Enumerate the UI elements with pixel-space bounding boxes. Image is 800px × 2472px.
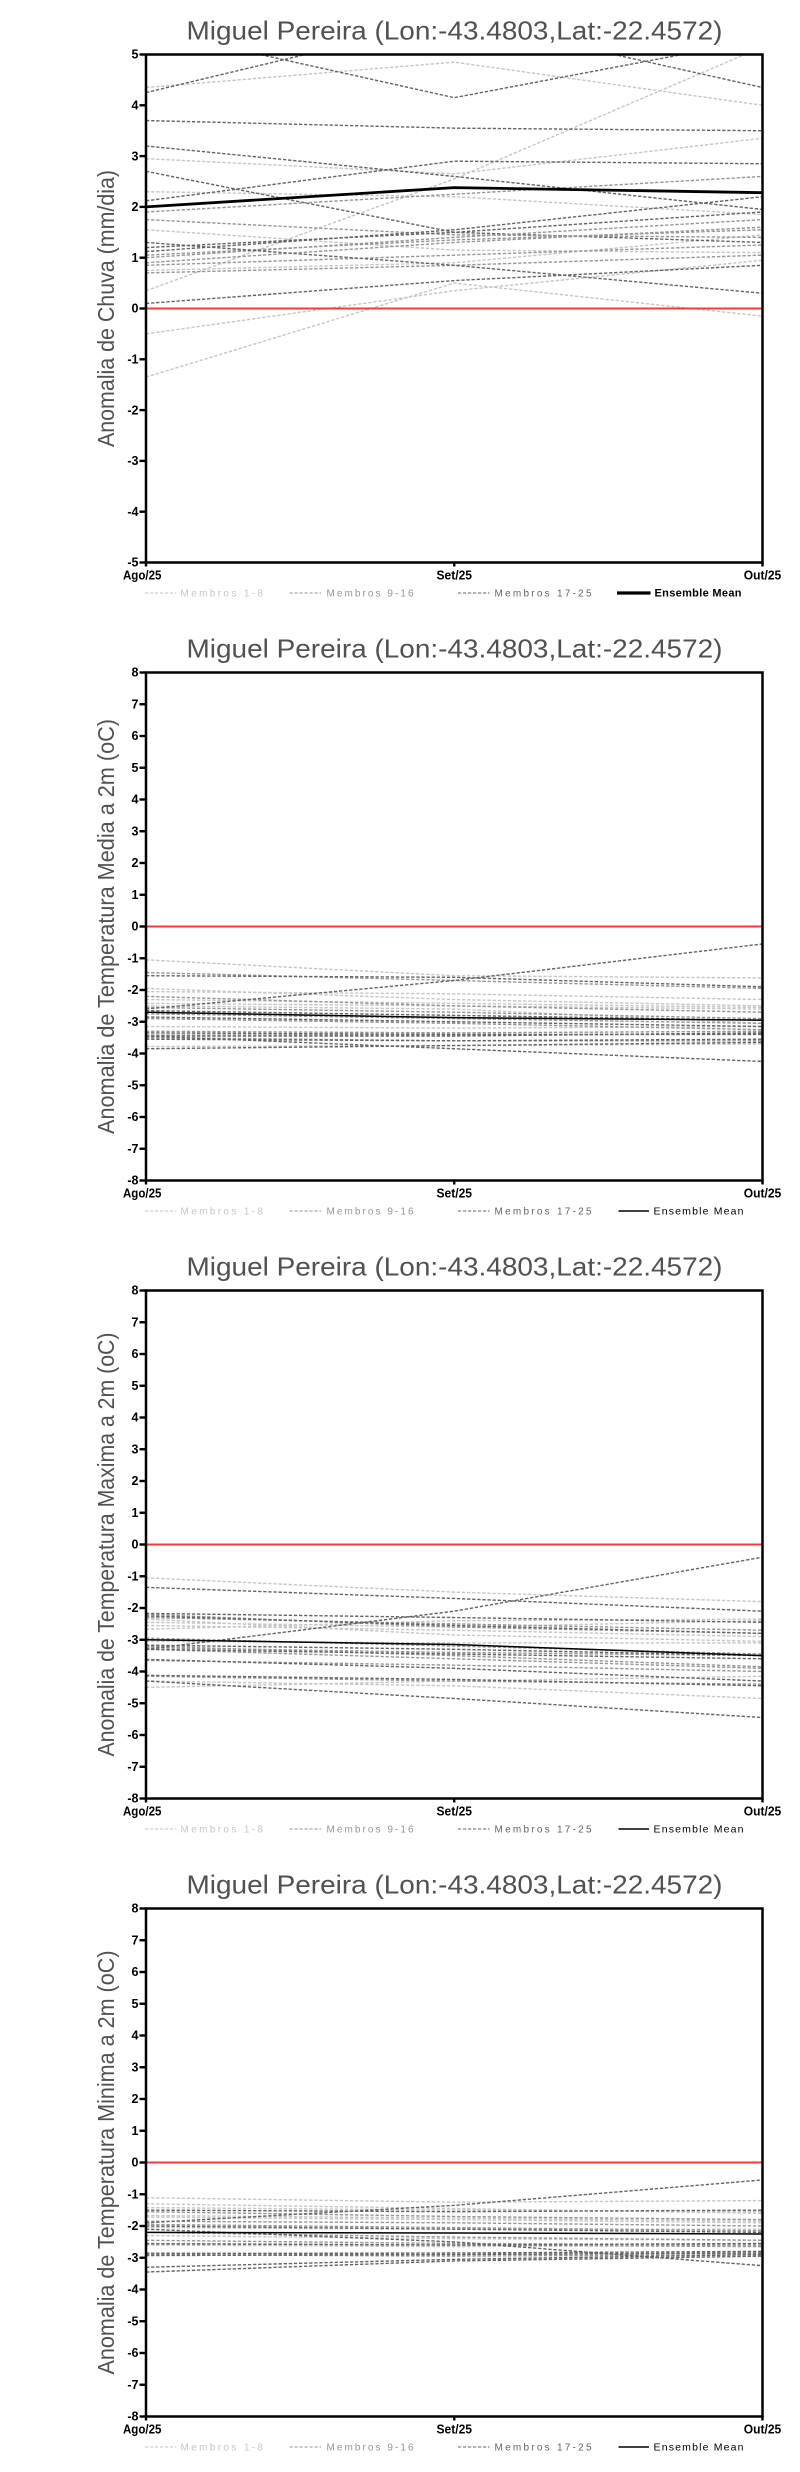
svg-text:-8: -8: [127, 2410, 138, 2424]
svg-text:2: 2: [132, 2092, 139, 2106]
svg-text:-1: -1: [127, 353, 138, 367]
svg-text:Miguel Pereira (Lon:-43.4803,L: Miguel Pereira (Lon:-43.4803,Lat:-22.457…: [187, 1870, 723, 1900]
svg-text:-6: -6: [127, 2346, 138, 2360]
svg-text:Set/25: Set/25: [437, 1804, 473, 1819]
svg-text:Set/25: Set/25: [437, 568, 473, 583]
svg-text:2: 2: [132, 856, 139, 870]
svg-text:6: 6: [132, 1347, 139, 1361]
svg-text:-7: -7: [127, 1142, 138, 1156]
svg-text:-2: -2: [127, 983, 138, 997]
svg-text:-5: -5: [127, 2314, 138, 2328]
svg-text:Membros 1-8: Membros 1-8: [181, 1207, 264, 1218]
svg-text:2: 2: [132, 200, 139, 214]
svg-text:6: 6: [132, 1965, 139, 1979]
svg-text:8: 8: [132, 666, 139, 680]
svg-text:-5: -5: [127, 556, 138, 570]
svg-text:Ago/25: Ago/25: [123, 2422, 162, 2437]
svg-text:Membros 9-16: Membros 9-16: [327, 589, 414, 600]
svg-text:Membros 1-8: Membros 1-8: [181, 2443, 264, 2454]
svg-text:1: 1: [132, 2124, 139, 2138]
svg-text:Out/25: Out/25: [744, 2422, 782, 2437]
svg-text:7: 7: [132, 1315, 139, 1329]
svg-text:7: 7: [132, 1933, 139, 1947]
svg-text:-1: -1: [127, 951, 138, 965]
svg-text:Anomalia de Chuva (mm/dia): Anomalia de Chuva (mm/dia): [93, 170, 119, 447]
svg-text:Out/25: Out/25: [744, 568, 782, 583]
svg-text:4: 4: [132, 1411, 139, 1425]
svg-text:Miguel Pereira (Lon:-43.4803,L: Miguel Pereira (Lon:-43.4803,Lat:-22.457…: [187, 16, 723, 46]
svg-text:-5: -5: [127, 1078, 138, 1092]
svg-text:-7: -7: [127, 2378, 138, 2392]
svg-text:-8: -8: [127, 1174, 138, 1188]
svg-text:-2: -2: [127, 2219, 138, 2233]
svg-text:3: 3: [132, 2060, 139, 2074]
svg-text:-4: -4: [127, 1047, 138, 1061]
svg-text:Membros 9-16: Membros 9-16: [327, 1207, 414, 1218]
svg-text:-3: -3: [127, 2251, 138, 2265]
svg-text:Out/25: Out/25: [744, 1804, 782, 1819]
svg-text:Anomalia de Temperatura Maxima: Anomalia de Temperatura Maxima a 2m (oC): [93, 1333, 119, 1757]
svg-text:0: 0: [132, 302, 139, 316]
svg-text:5: 5: [132, 761, 139, 775]
svg-text:Ago/25: Ago/25: [123, 568, 162, 583]
svg-text:-6: -6: [127, 1728, 138, 1742]
svg-text:0: 0: [132, 920, 139, 934]
svg-text:-7: -7: [127, 1760, 138, 1774]
svg-text:Out/25: Out/25: [744, 1186, 782, 1201]
svg-text:4: 4: [132, 99, 139, 113]
svg-text:3: 3: [132, 1442, 139, 1456]
svg-text:8: 8: [132, 1902, 139, 1916]
svg-text:5: 5: [132, 48, 139, 62]
svg-text:-4: -4: [127, 1665, 138, 1679]
svg-text:Anomalia de Temperatura Minima: Anomalia de Temperatura Minima a 2m (oC): [93, 1951, 119, 2375]
svg-text:-3: -3: [127, 1015, 138, 1029]
svg-text:-2: -2: [127, 403, 138, 417]
svg-text:1: 1: [132, 888, 139, 902]
svg-text:8: 8: [132, 1284, 139, 1298]
svg-text:-5: -5: [127, 1696, 138, 1710]
svg-text:3: 3: [132, 824, 139, 838]
svg-text:Ensemble Mean: Ensemble Mean: [655, 588, 742, 600]
svg-text:Membros 9-16: Membros 9-16: [327, 1825, 414, 1836]
svg-text:Membros 1-8: Membros 1-8: [181, 1825, 264, 1836]
svg-text:-4: -4: [127, 505, 138, 519]
svg-text:0: 0: [132, 1538, 139, 1552]
svg-text:Membros 17-25: Membros 17-25: [495, 1207, 592, 1218]
svg-text:Anomalia de Temperatura Media: Anomalia de Temperatura Media a 2m (oC): [93, 719, 119, 1134]
svg-text:Set/25: Set/25: [437, 2422, 473, 2437]
svg-text:Ensemble Mean: Ensemble Mean: [654, 2442, 744, 2454]
svg-text:Miguel Pereira (Lon:-43.4803,L: Miguel Pereira (Lon:-43.4803,Lat:-22.457…: [187, 634, 723, 664]
svg-text:Membros 9-16: Membros 9-16: [327, 2443, 414, 2454]
svg-text:5: 5: [132, 1379, 139, 1393]
svg-text:-2: -2: [127, 1601, 138, 1615]
svg-text:-1: -1: [127, 2187, 138, 2201]
svg-text:-1: -1: [127, 1569, 138, 1583]
svg-text:-3: -3: [127, 1633, 138, 1647]
svg-text:-8: -8: [127, 1792, 138, 1806]
svg-text:Ago/25: Ago/25: [123, 1804, 162, 1819]
svg-text:Set/25: Set/25: [437, 1186, 473, 1201]
svg-text:Ensemble Mean: Ensemble Mean: [654, 1206, 744, 1218]
svg-text:Membros 1-8: Membros 1-8: [181, 589, 264, 600]
svg-text:4: 4: [132, 2029, 139, 2043]
svg-text:Ensemble Mean: Ensemble Mean: [654, 1824, 744, 1836]
svg-text:Ago/25: Ago/25: [123, 1186, 162, 1201]
svg-text:-6: -6: [127, 1110, 138, 1124]
svg-text:2: 2: [132, 1474, 139, 1488]
svg-text:7: 7: [132, 697, 139, 711]
svg-text:4: 4: [132, 793, 139, 807]
svg-text:Membros 17-25: Membros 17-25: [495, 1825, 592, 1836]
svg-text:-3: -3: [127, 454, 138, 468]
svg-text:5: 5: [132, 1997, 139, 2011]
svg-text:Membros 17-25: Membros 17-25: [495, 589, 592, 600]
svg-text:0: 0: [132, 2156, 139, 2170]
svg-text:1: 1: [132, 1506, 139, 1520]
svg-text:3: 3: [132, 149, 139, 163]
svg-text:Membros 17-25: Membros 17-25: [495, 2443, 592, 2454]
svg-text:-4: -4: [127, 2283, 138, 2297]
svg-text:6: 6: [132, 729, 139, 743]
svg-text:Miguel Pereira (Lon:-43.4803,L: Miguel Pereira (Lon:-43.4803,Lat:-22.457…: [187, 1252, 723, 1282]
svg-text:1: 1: [132, 251, 139, 265]
